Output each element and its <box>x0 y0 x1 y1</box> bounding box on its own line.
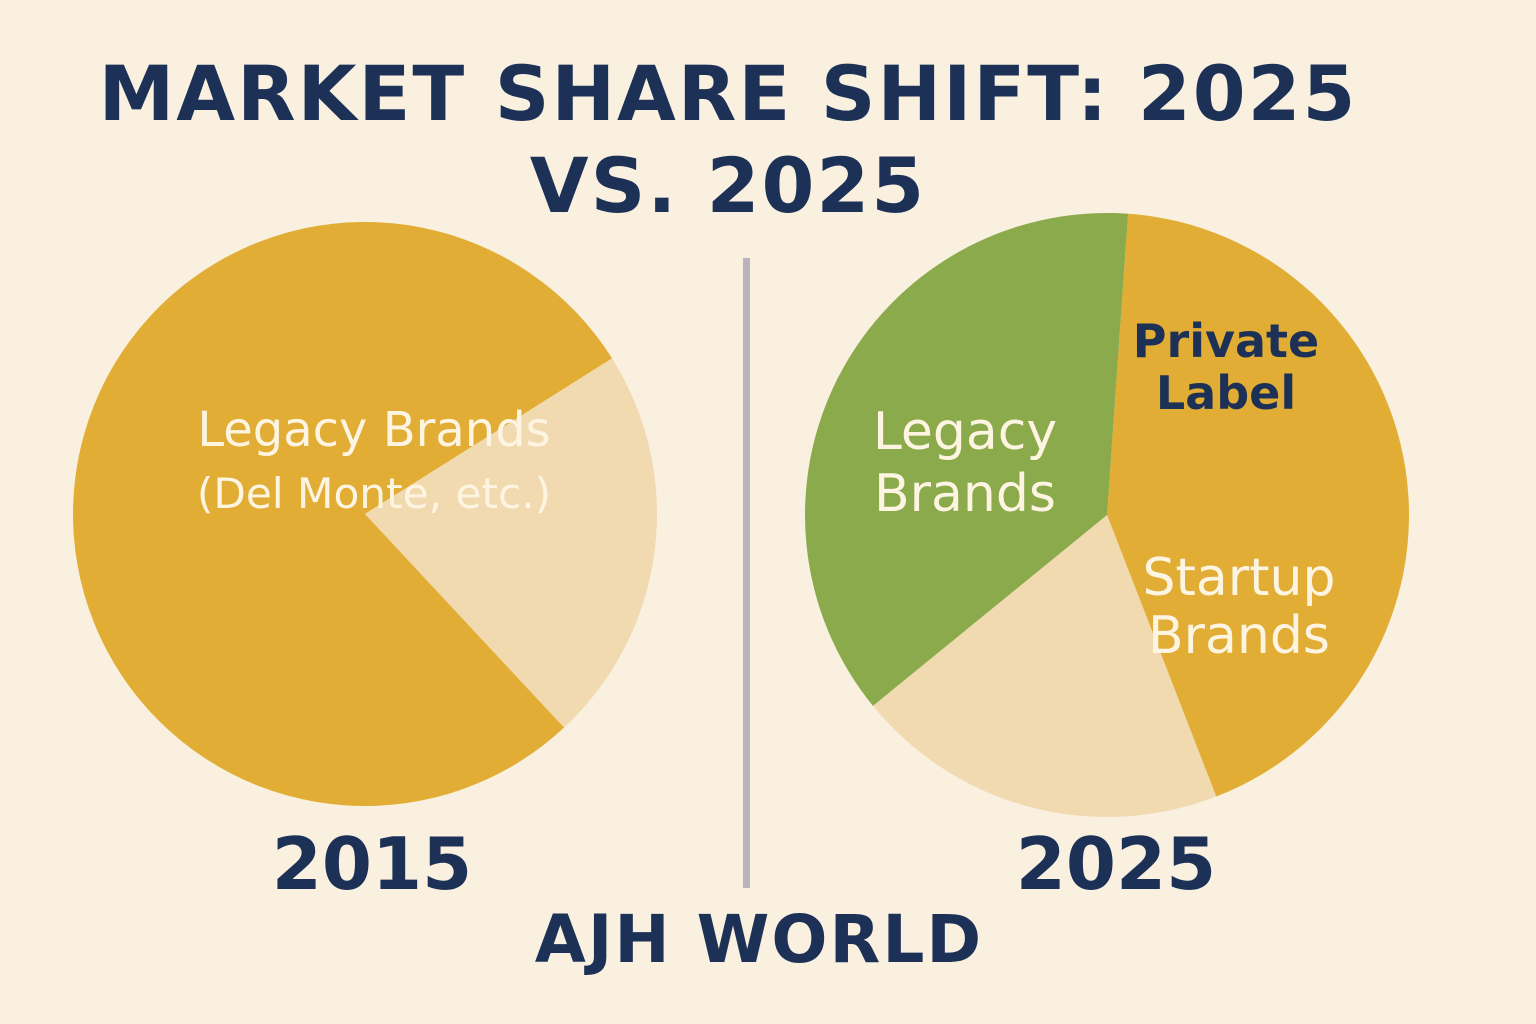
pie-2025-slice-legacy-brands <box>1107 213 1409 797</box>
chart-title: MARKET SHARE SHIFT: 2025 VS. 2025 <box>0 48 1456 232</box>
pie-2025-slice-startup-brands <box>804 213 1129 706</box>
pie-2025-slice-label: Legacy <box>873 402 1057 462</box>
pie-2015-slice-label: Legacy Brands <box>197 402 550 458</box>
chart-title-line-2: VS. 2025 <box>529 141 927 230</box>
pie-2025-year-label: 2025 <box>1015 822 1217 906</box>
pie-2025-slice-sublabel: Label <box>1156 366 1296 420</box>
pie-2025-slice-label: Private <box>1133 314 1319 368</box>
footer-brand: AJH WORLD <box>534 901 984 978</box>
pie-2025-slice-sublabel: Brands <box>1148 606 1330 666</box>
pie-2015-year-label: 2015 <box>271 822 473 906</box>
pie-2025-slice-private-label <box>872 515 1217 817</box>
pie-2015-slice-legacy-brands-del-monte-etc <box>73 221 613 806</box>
chart-divider <box>743 258 750 888</box>
chart-title-line-1: MARKET SHARE SHIFT: 2025 <box>98 49 1358 138</box>
pie-2015-slice-sublabel: (Del Monte, etc.) <box>197 469 551 518</box>
pie-2025-slice-sublabel: Brands <box>874 464 1056 524</box>
pie-2025-slice-label: Startup <box>1143 548 1336 608</box>
pie-2015-slice-unlabeled <box>365 358 657 728</box>
pie-chart-2015: Legacy Brands (Del Monte, etc.) <box>73 221 657 806</box>
